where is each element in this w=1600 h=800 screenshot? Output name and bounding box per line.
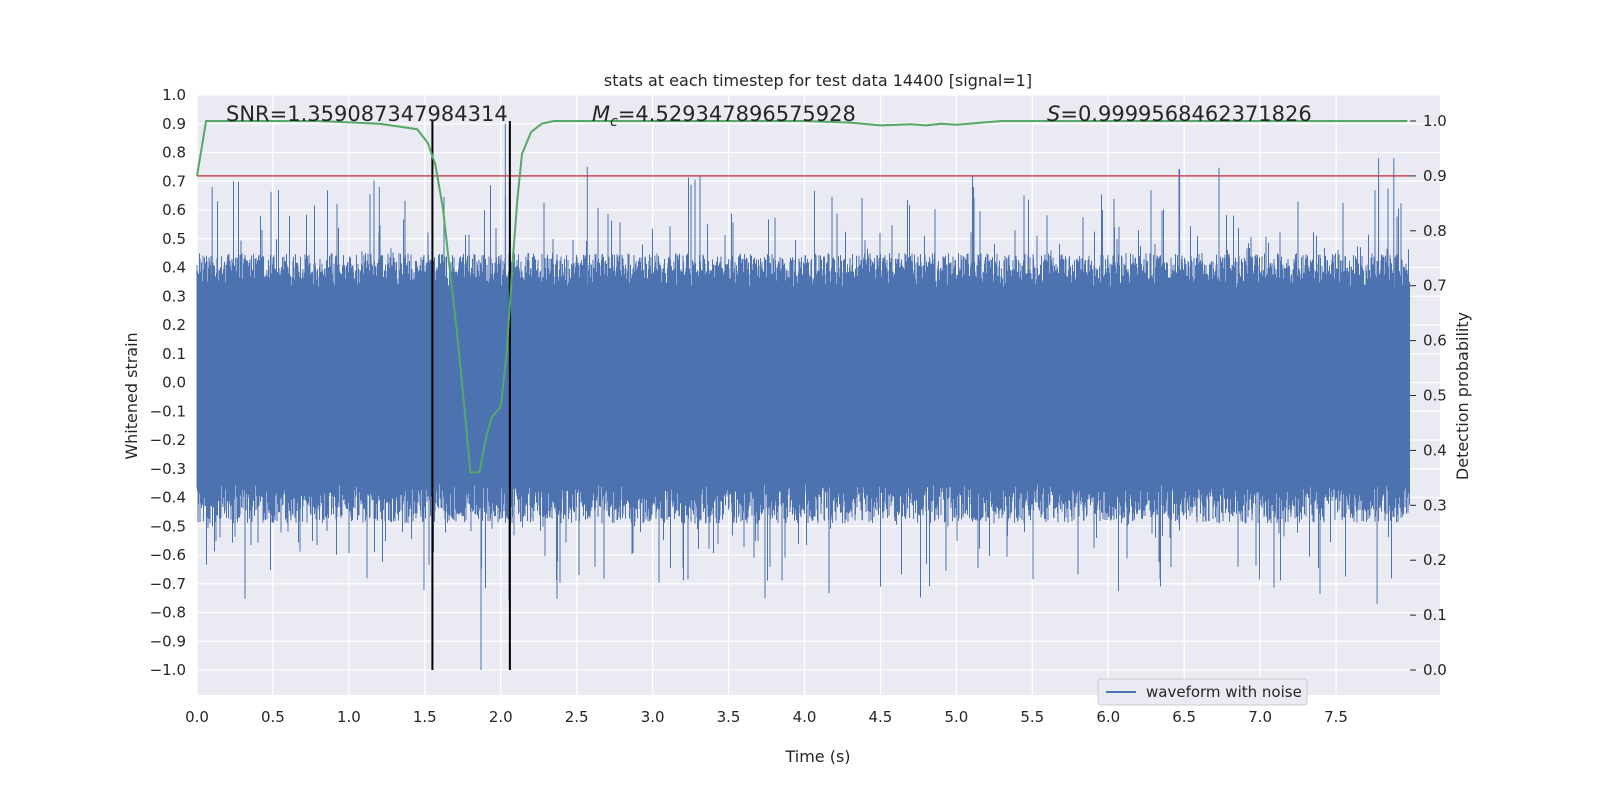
y-tick-label: 0.7: [162, 172, 186, 190]
y-tick-label: −0.1: [150, 402, 186, 420]
y2-tick-label: 1.0: [1423, 112, 1447, 130]
waveform-series: [196, 123, 1410, 670]
legend: waveform with noise: [1097, 678, 1308, 706]
y-tick-label: 1.0: [162, 86, 186, 104]
y-tick-label: −0.6: [150, 546, 186, 564]
y2-tick-label: 0.2: [1423, 551, 1447, 569]
x-tick-label: 5.0: [944, 708, 968, 726]
score-value: =0.9999568462371826: [1060, 102, 1311, 126]
chart-title: stats at each timestep for test data 144…: [604, 71, 1032, 90]
chirp-mass-value: =4.529347896575928: [618, 102, 856, 126]
y-tick-label: 0.6: [162, 201, 186, 219]
chirp-mass-annotation: Mc=4.529347896575928: [592, 102, 856, 130]
y-tick-label: −0.2: [150, 431, 186, 449]
x-tick-label: 0.5: [261, 708, 285, 726]
y-tick-label: 0.8: [162, 144, 186, 162]
tick-labels: 0.0 0.5 1.0 1.5 2.0 2.5 3.0 3.5 4.0 4.5 5.0 5.5 6.0 6…: [150, 86, 1447, 726]
x-tick-label: 2.5: [565, 708, 589, 726]
x-tick-label: 7.5: [1324, 708, 1348, 726]
y-tick-label: −0.9: [150, 632, 186, 650]
y2-tick-label: 0.7: [1423, 277, 1447, 295]
y-tick-label: −0.4: [150, 489, 186, 507]
legend-label: waveform with noise: [1146, 683, 1302, 701]
x-tick-label: 5.5: [1020, 708, 1044, 726]
score-symbol: S: [1047, 102, 1060, 126]
y2-axis-label: Detection probability: [1453, 312, 1472, 480]
y2-tick-label: 0.9: [1423, 167, 1447, 185]
x-tick-label: 1.5: [413, 708, 437, 726]
chirp-mass-subscript: c: [610, 114, 618, 130]
chirp-mass-symbol: M: [592, 102, 610, 126]
y-tick-label: 0.1: [162, 345, 186, 363]
x-tick-label: 3.5: [717, 708, 741, 726]
x-tick-label: 7.0: [1248, 708, 1272, 726]
y-axis-label: Whitened strain: [122, 332, 141, 459]
x-tick-label: 6.5: [1172, 708, 1196, 726]
y-tick-label: 0.4: [162, 259, 186, 277]
y-tick-label: −1.0: [150, 661, 186, 679]
y-tick-label: 0.2: [162, 316, 186, 334]
y2-tick-label: 0.6: [1423, 332, 1447, 350]
y2-tick-label: 0.3: [1423, 496, 1447, 514]
y2-tick-label: 0.5: [1423, 387, 1447, 405]
y-tick-label: 0.3: [162, 287, 186, 305]
y2-tick-label: 0.4: [1423, 441, 1447, 459]
y-tick-label: −0.3: [150, 460, 186, 478]
x-tick-label: 4.5: [869, 708, 893, 726]
y-tick-label: −0.7: [150, 575, 186, 593]
x-tick-label: 6.0: [1096, 708, 1120, 726]
y2-tick-label: 0.8: [1423, 222, 1447, 240]
y2-tick-label: 0.1: [1423, 606, 1447, 624]
x-axis-label: Time (s): [784, 747, 850, 766]
snr-annotation: SNR=1.359087347984314: [226, 102, 508, 126]
x-tick-label: 4.0: [793, 708, 817, 726]
y-tick-label: −0.8: [150, 604, 186, 622]
y-tick-label: −0.5: [150, 517, 186, 535]
waveform-line: [196, 123, 1410, 670]
y-tick-label: 0.0: [162, 374, 186, 392]
x-tick-label: 3.0: [641, 708, 665, 726]
y-tick-label: 0.5: [162, 230, 186, 248]
detection-probability-line: [196, 120, 1408, 474]
y-tick-label: 0.9: [162, 115, 186, 133]
y2-tick-label: 0.0: [1423, 661, 1447, 679]
x-tick-label: 2.0: [489, 708, 513, 726]
overlays: [196, 120, 1410, 670]
legend-box: [1097, 678, 1308, 706]
score-annotation: S=0.9999568462371826: [1047, 102, 1312, 126]
x-tick-label: 1.0: [337, 708, 361, 726]
x-tick-label: 0.0: [185, 708, 209, 726]
